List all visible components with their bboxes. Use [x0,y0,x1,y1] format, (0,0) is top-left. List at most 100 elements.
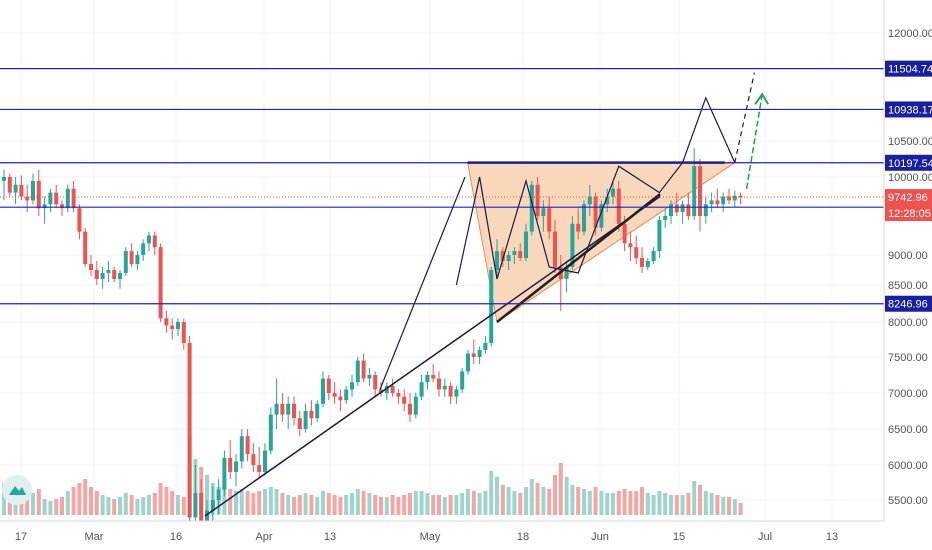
volume-bar [228,489,233,515]
price-axis-panel[interactable] [884,0,932,521]
price-axis[interactable]: 12000.00 10500.00 10000.00 9000.00 8500.00 80… [888,28,932,507]
candle-body [698,166,702,216]
volume-bar [524,487,528,515]
candle-body [326,378,331,393]
candle-body [419,382,424,397]
candle-body [361,360,366,379]
horizontal-levels[interactable] [0,68,884,305]
x-tick-label: May [420,531,441,543]
candle-body [657,219,662,252]
candle-body [222,457,227,490]
volume-bar [141,497,146,515]
volume-bar [408,493,412,515]
candle-body [425,375,430,383]
zigzag-path [455,96,736,286]
x-tick-label: 15 [673,531,685,543]
volume-bar [674,495,679,515]
candle-body [123,251,128,273]
candle-body [576,223,581,232]
volume-bar [373,495,378,515]
volume-bar [297,495,302,515]
y-tick-label: 8500.00 [888,280,928,292]
volume-bar [489,471,494,515]
candle-body [48,192,53,205]
volume-bar [245,491,250,515]
volume-bar [698,485,702,515]
candle-body [529,184,534,232]
candle-body [181,322,186,343]
volume-bar [71,487,76,515]
candle-body [628,243,633,248]
candle-body [170,325,175,329]
candle-body [355,360,360,383]
volume-bar [239,489,244,515]
x-tick-label: 18 [517,531,529,543]
volume-bar [558,463,563,515]
candle-body [605,196,610,205]
volume-bar [616,491,621,515]
volume-bar [367,493,372,515]
candle-body [732,195,737,201]
volume-bar [158,483,163,515]
volume-bar [669,495,673,515]
candle-body [611,188,615,197]
y-tick-label: 10500.00 [888,136,932,148]
candle-body [431,375,436,379]
candle-body [286,403,291,415]
candle-body [512,251,517,255]
tradingview-logo[interactable] [2,475,32,505]
volume-bar [390,495,395,515]
volume-bar [721,497,726,515]
volume-bar [657,491,662,515]
candle-body [193,493,198,518]
time-axis-panel[interactable] [0,521,932,550]
candle-body [89,264,93,270]
volume-bar [25,497,30,515]
x-tick-label: 13 [324,531,336,543]
level-price-text: 10197.54 [888,158,932,170]
time-axis[interactable]: 17 Mar 16 Apr 13 May 18 Jun 15 Jul 13 [15,531,838,543]
volume-bars [2,435,743,515]
candle-body [379,389,383,393]
candle-body [239,436,244,462]
volume-bar [13,495,18,515]
candle-body [390,385,395,393]
volume-bar [60,497,64,515]
candle-body [570,223,575,267]
candle-body [251,454,256,465]
candle-body [489,270,494,343]
candle-body [112,270,117,279]
current-price-text: 9742.96 [888,192,928,204]
volume-bar [448,495,453,515]
volume-bar [89,487,93,515]
candle-body [692,166,697,216]
y-tick-label: 5500.00 [888,495,928,507]
volume-bar [147,495,151,515]
price-labels: 11504.7410938.1710197.549613.198246.9697… [885,60,932,312]
volume-bar [321,491,325,515]
volume-bar [483,491,488,515]
volume-bar [135,499,140,515]
volume-bar [280,493,285,515]
volume-bar [205,475,209,515]
candle-body [36,180,41,209]
candle-body [442,385,447,390]
volume-bar [152,493,157,515]
volume-bar [738,503,743,515]
y-tick-label: 12000.00 [888,28,932,40]
volume-bar [437,495,441,515]
volume-bar [454,495,459,515]
x-tick-label: Apr [255,531,272,543]
candle-body [228,457,233,472]
candle-body [147,235,151,244]
candle-body [42,204,47,209]
candle-body [210,500,215,511]
candle-body [100,273,105,279]
volume-bar [94,491,99,515]
volume-bar [506,487,511,515]
candle-body [106,270,111,273]
volume-bar [77,483,82,515]
volume-bar [100,495,105,515]
candle-body [721,196,726,205]
